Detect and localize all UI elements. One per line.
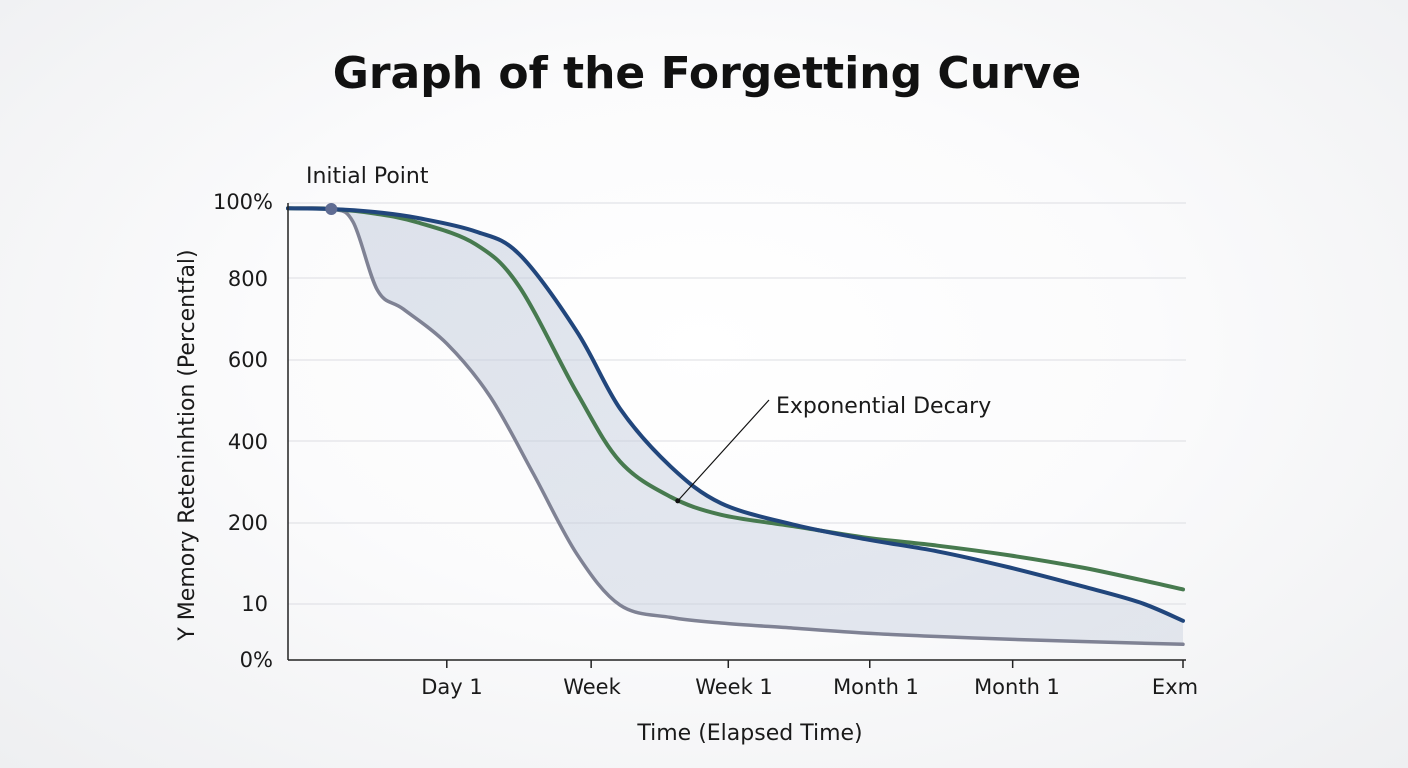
initial-point-label: Initial Point	[306, 164, 429, 189]
series-line-green	[286, 206, 1185, 592]
shaded-region	[288, 207, 1183, 645]
x-axis-label: Time (Elapsed Time)	[636, 721, 862, 746]
annotation-anchor-dot	[675, 498, 681, 504]
x-tick-marks	[446, 660, 1184, 668]
chart-title: Graph of the Forgetting Curve	[333, 48, 1082, 99]
series-lines	[286, 206, 1185, 647]
initial-point-marker	[325, 203, 338, 215]
y-tick-label-6: 100%	[213, 190, 273, 214]
exponential-decay-label: Exponential Decary	[776, 394, 991, 419]
y-axis-label: Y Memory Reteninhtion (Percentfal)	[175, 249, 200, 641]
annotation-leader-line	[677, 399, 770, 502]
x-tick-label-4: Month 1	[974, 675, 1060, 699]
x-tick-label-5: Exm	[1152, 675, 1198, 699]
y-tick-label-5: 800	[228, 267, 268, 291]
x-tick-label-0: Day 1	[421, 675, 483, 699]
x-tick-label-1: Week	[563, 675, 621, 699]
series-line-blue	[286, 206, 1185, 623]
x-tick-label-2: Week 1	[695, 675, 773, 699]
y-tick-label-0: 0%	[240, 648, 273, 672]
series-line-gray	[286, 206, 1185, 647]
y-tick-label-4: 600	[228, 348, 268, 372]
y-tick-label-2: 200	[228, 511, 268, 535]
y-tick-label-3: 400	[228, 430, 268, 454]
y-tick-label-1: 10	[241, 592, 268, 616]
x-tick-label-3: Month 1	[833, 675, 919, 699]
